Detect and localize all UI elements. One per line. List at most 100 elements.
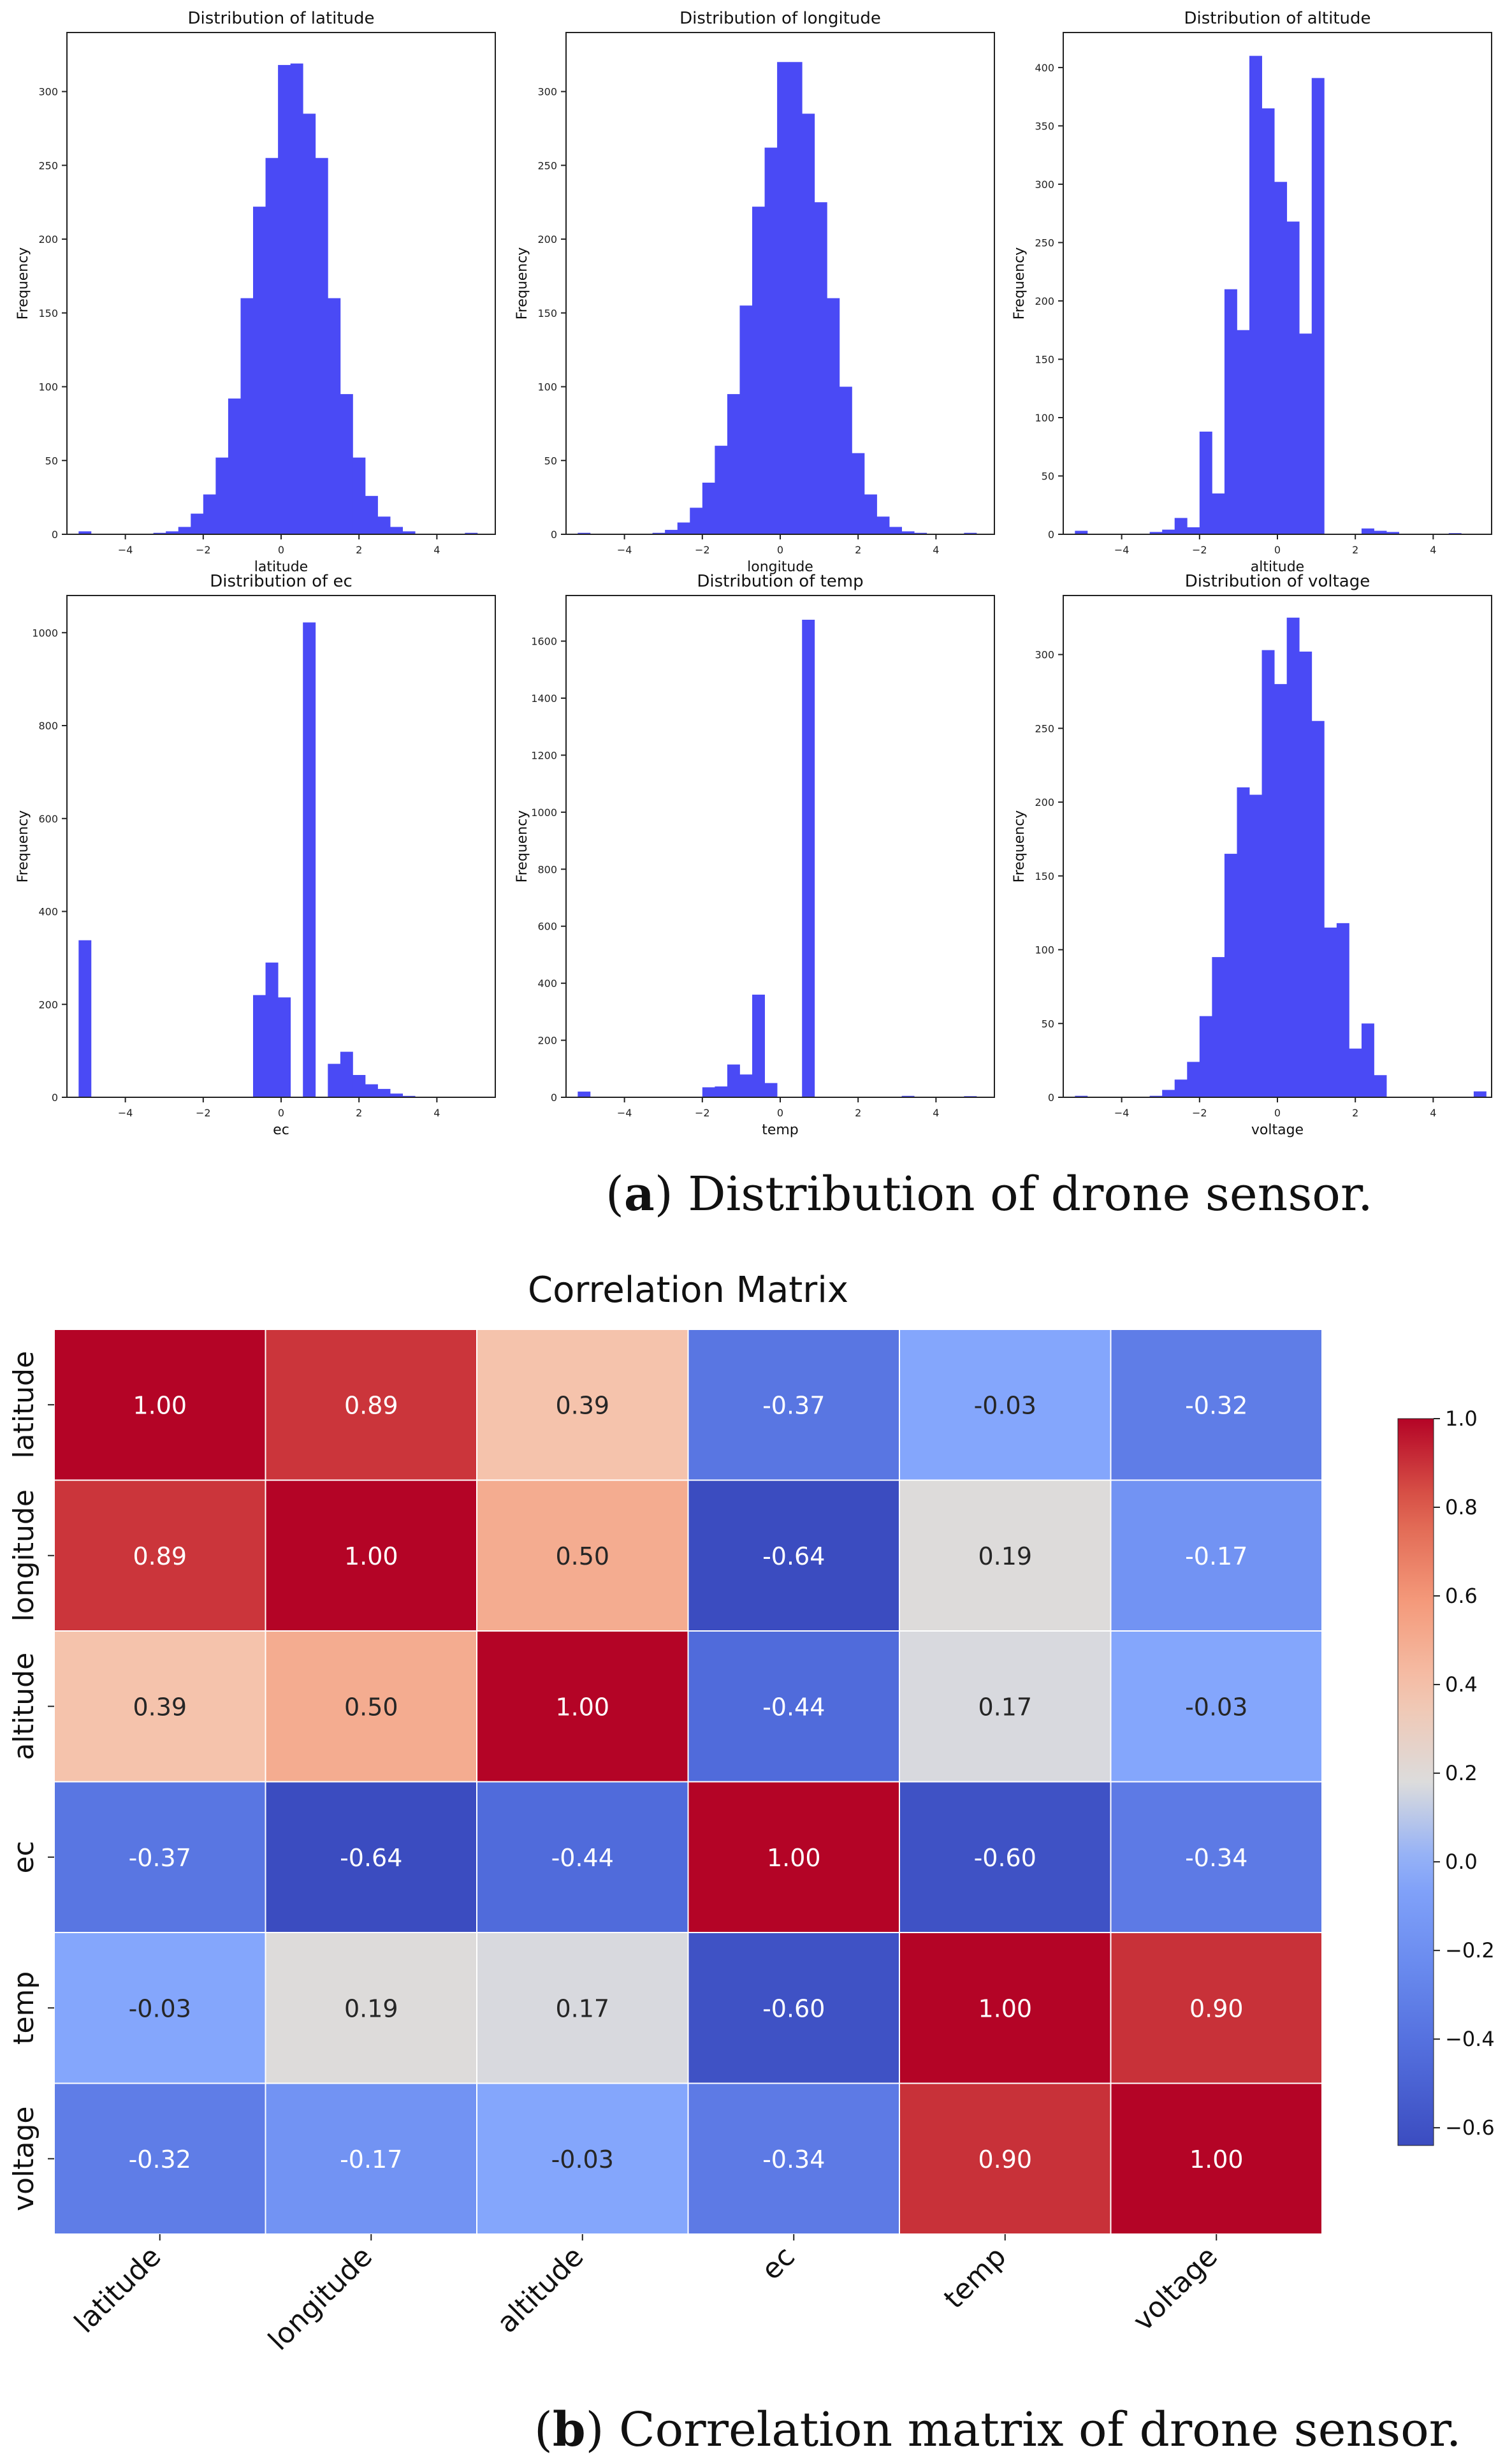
colorbar-tick-label: 0.8 — [1445, 1495, 1478, 1519]
colorbar-tick-label: −0.4 — [1445, 2027, 1495, 2051]
heatmap-cell — [265, 2082, 477, 2235]
colorbar-tick-label: −0.6 — [1445, 2116, 1495, 2140]
y-tick-label: 150 — [537, 307, 557, 319]
x-tick-label: −4 — [617, 1107, 632, 1119]
heatmap-value: 0.39 — [133, 1693, 187, 1721]
x-tick-label: −2 — [1192, 1107, 1207, 1119]
histogram-bar — [690, 508, 703, 534]
histogram-bar — [802, 620, 815, 1097]
y-tick-label: 100 — [537, 381, 557, 393]
y-tick-label: 200 — [1035, 796, 1054, 808]
x-tick-label: 4 — [933, 1107, 939, 1119]
x-tick-label: 2 — [1352, 544, 1358, 556]
heatmap-cell — [687, 1479, 900, 1632]
histogram-bar — [1162, 529, 1175, 534]
histogram-bar — [265, 962, 279, 1097]
colorbar-tick-label: 0.0 — [1445, 1850, 1478, 1874]
heatmap-value: -0.64 — [762, 1542, 825, 1570]
histogram-bar — [1187, 527, 1200, 534]
col-label: ec — [755, 2240, 801, 2286]
histogram-bar — [153, 532, 166, 534]
heatmap-cell — [476, 1479, 689, 1632]
histogram-bar — [1162, 1090, 1175, 1097]
x-tick-label: 2 — [855, 1107, 861, 1119]
heatmap-cell — [1110, 1932, 1323, 2084]
heatmap-value: 0.19 — [978, 1542, 1032, 1570]
histogram-bar — [402, 1095, 416, 1097]
y-tick-label: 50 — [1042, 1018, 1054, 1030]
heatmap-value: 0.50 — [344, 1693, 398, 1721]
x-axis-label: latitude — [254, 559, 308, 575]
heatmap-cell — [54, 1329, 266, 1481]
histogram-bar — [265, 157, 279, 534]
histogram-bar — [901, 531, 915, 534]
histogram-bar — [764, 147, 778, 535]
histogram-bar — [328, 1063, 341, 1097]
histogram-bar — [178, 527, 191, 534]
y-tick-label: 800 — [38, 720, 58, 732]
histogram-bar — [315, 157, 328, 534]
y-tick-label: 350 — [1035, 120, 1054, 132]
histogram-bar — [1174, 1079, 1188, 1097]
histogram-bar — [353, 457, 366, 534]
x-tick-label: −4 — [1114, 1107, 1130, 1119]
histogram-bar — [365, 1084, 378, 1097]
heatmap-cell — [687, 2082, 900, 2235]
y-axis-label: Frequency — [15, 247, 31, 320]
heatmap-value: 1.00 — [767, 1844, 821, 1872]
caption-b-letter: b — [552, 2402, 586, 2457]
histogram-bar — [1261, 108, 1275, 535]
histogram-bar — [390, 527, 403, 534]
heatmap-cell — [687, 1781, 900, 1933]
row-label: voltage — [8, 2107, 40, 2211]
histogram-grid: Distribution of latitude −4 −2 0 2 4 0 50 100 150… — [15, 9, 1492, 1138]
histogram-bar — [365, 495, 378, 534]
y-tick-label: 300 — [1035, 649, 1054, 661]
histogram-bar — [1274, 683, 1288, 1097]
y-tick-label: 1000 — [32, 627, 58, 639]
histogram-bar — [253, 995, 266, 1097]
y-axis-label: Frequency — [514, 810, 530, 883]
histogram-title: Distribution of ec — [210, 572, 353, 591]
histogram-bar — [1374, 530, 1387, 534]
y-tick-label: 200 — [537, 233, 557, 245]
histogram-bar — [1311, 78, 1325, 534]
histogram-bar — [752, 207, 765, 534]
y-tick-label: 150 — [38, 307, 58, 319]
histogram-bar — [1473, 1091, 1487, 1097]
histogram-bar — [253, 207, 266, 534]
histogram-bar — [964, 532, 977, 534]
y-tick-label: 600 — [38, 813, 58, 825]
colorbar-tick-label: 0.2 — [1445, 1761, 1478, 1785]
histogram-bar — [78, 531, 92, 534]
colorbar-tick-label: 1.0 — [1445, 1407, 1478, 1431]
x-tick-label: 0 — [278, 544, 284, 556]
histogram-bar — [1224, 854, 1237, 1097]
histogram-bar — [715, 446, 728, 534]
histogram-bar — [166, 531, 179, 534]
histogram-bar — [377, 1088, 391, 1097]
x-tick-label: 4 — [1430, 1107, 1436, 1119]
histogram-bar — [1249, 794, 1262, 1097]
heatmap-value: -0.60 — [762, 1994, 825, 2022]
y-tick-label: 150 — [1035, 353, 1054, 365]
x-axis-label: ec — [273, 1122, 289, 1138]
colorbar-tick-label: 0.6 — [1445, 1584, 1478, 1608]
y-tick-label: 0 — [52, 529, 58, 541]
heatmap-value: 1.00 — [344, 1542, 398, 1570]
histogram-altitude: Distribution of altitude −4 −2 0 2 4 0 50 100 150… — [1012, 9, 1492, 575]
y-tick-label: 0 — [1048, 1092, 1054, 1104]
heatmap-cell — [899, 2082, 1112, 2235]
x-axis-label: voltage — [1251, 1122, 1304, 1138]
histogram-bar — [739, 1074, 753, 1097]
heatmap-value: -0.60 — [974, 1844, 1036, 1872]
heatmap-value: 1.00 — [555, 1693, 609, 1721]
y-axis-label: Frequency — [514, 247, 530, 320]
row-label: latitude — [8, 1351, 40, 1459]
histogram-bar — [1299, 333, 1312, 534]
y-tick-label: 200 — [537, 1035, 557, 1047]
heatmap-value: 0.39 — [555, 1391, 609, 1419]
histogram-bar — [465, 532, 478, 534]
y-tick-label: 1600 — [531, 636, 557, 648]
col-label: altitude — [491, 2240, 590, 2339]
